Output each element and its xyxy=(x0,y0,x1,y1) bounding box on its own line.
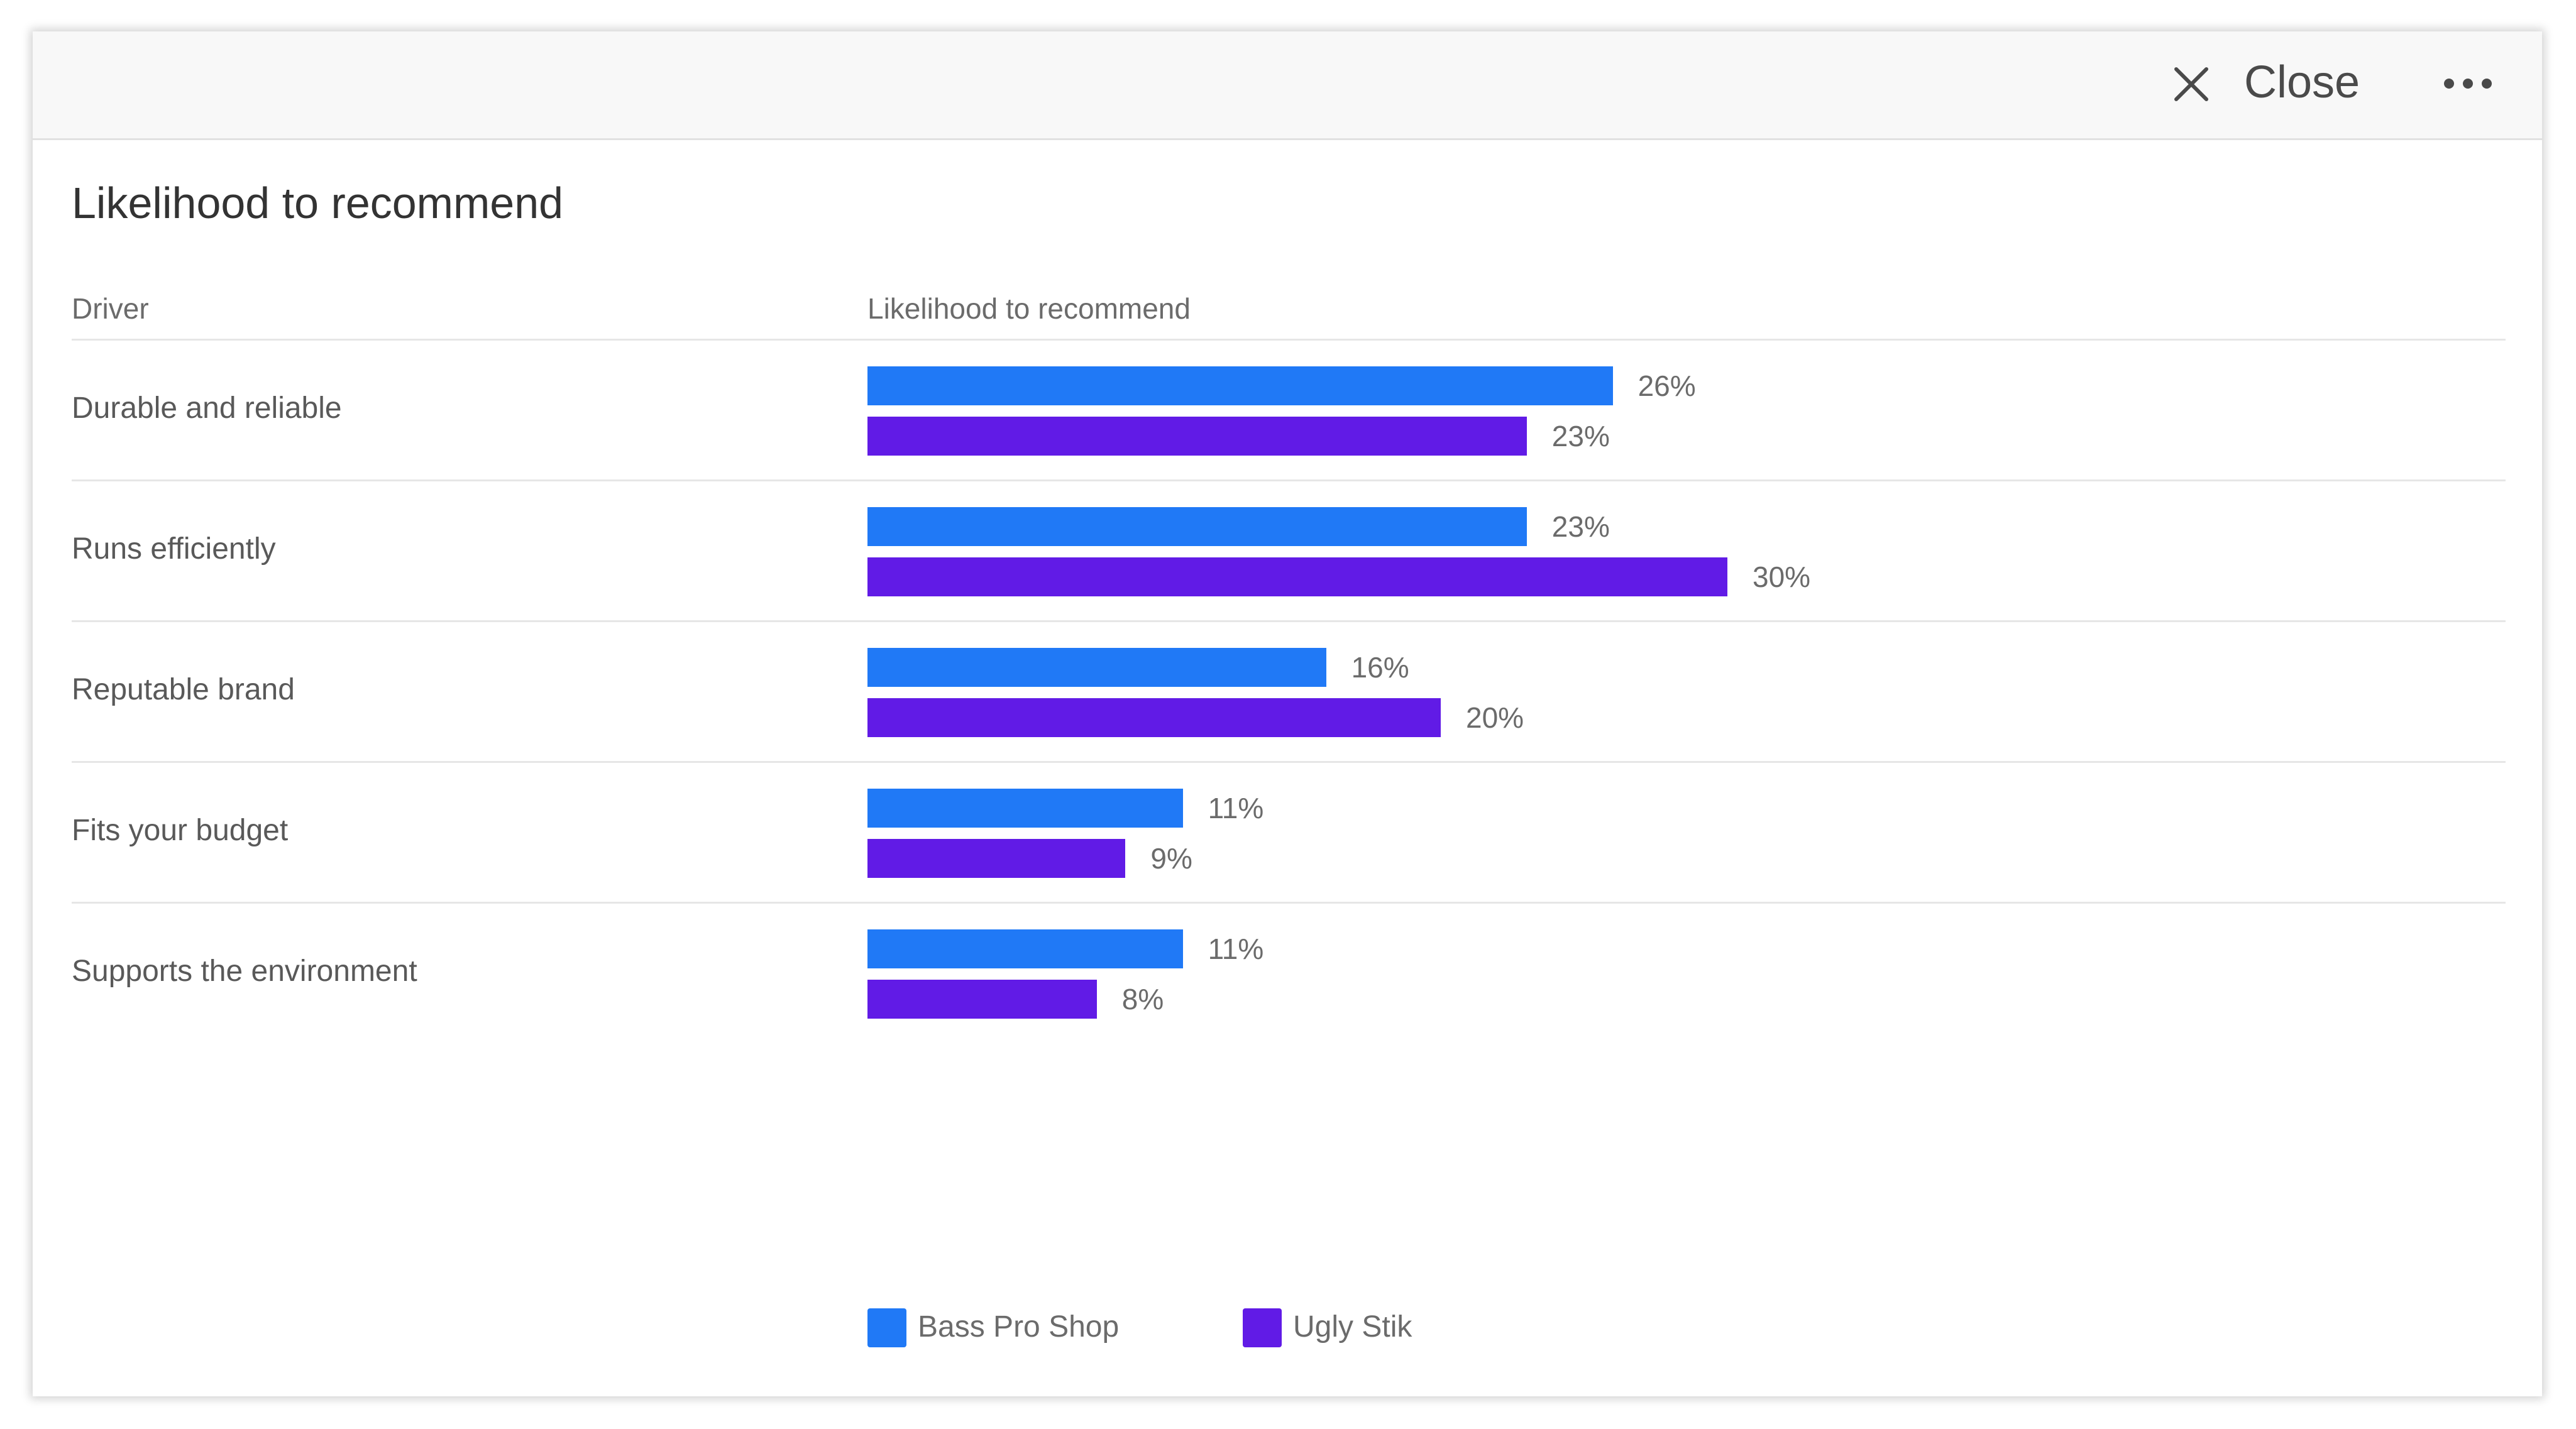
data-label-bass-pro-shop-durable-and-reliable: 26% xyxy=(1638,370,1696,402)
legend-label-ugly-stik: Ugly Stik xyxy=(1293,1310,1412,1344)
data-label-ugly-stik-supports-the-environment: 8% xyxy=(1121,983,1164,1016)
bar-ugly-stik-fits-your-budget[interactable] xyxy=(867,839,1126,878)
data-label-ugly-stik-durable-and-reliable: 23% xyxy=(1551,420,1610,452)
row-divider xyxy=(72,761,2506,763)
bar-ugly-stik-reputable-brand[interactable] xyxy=(867,698,1441,737)
row-divider xyxy=(72,620,2506,622)
legend-label-bass-pro-shop: Bass Pro Shop xyxy=(918,1310,1120,1344)
row-divider xyxy=(72,902,2506,904)
row-divider xyxy=(72,479,2506,481)
dialog-card: Close Likelihood to recommend Driver Lik… xyxy=(33,31,2542,1396)
header-divider xyxy=(72,339,2506,341)
column-header-metric: Likelihood to recommend xyxy=(867,292,1191,325)
dialog-header: Close xyxy=(33,31,2542,140)
column-header-driver: Driver xyxy=(72,292,149,325)
row-label-fits-your-budget: Fits your budget xyxy=(72,814,289,847)
data-label-ugly-stik-runs-efficiently: 30% xyxy=(1753,561,1811,593)
data-label-ugly-stik-reputable-brand: 20% xyxy=(1466,701,1524,734)
more-horizontal-icon[interactable] xyxy=(2441,74,2494,93)
bar-bass-pro-shop-runs-efficiently[interactable] xyxy=(867,507,1527,546)
bar-bass-pro-shop-reputable-brand[interactable] xyxy=(867,648,1326,687)
data-label-bass-pro-shop-runs-efficiently: 23% xyxy=(1551,510,1610,543)
data-label-ugly-stik-fits-your-budget: 9% xyxy=(1150,842,1192,875)
data-label-bass-pro-shop-reputable-brand: 16% xyxy=(1351,651,1409,684)
bar-ugly-stik-durable-and-reliable[interactable] xyxy=(867,417,1527,456)
bar-bass-pro-shop-supports-the-environment[interactable] xyxy=(867,929,1183,968)
close-icon[interactable] xyxy=(2172,65,2210,103)
row-label-reputable-brand: Reputable brand xyxy=(72,673,295,706)
bar-bass-pro-shop-fits-your-budget[interactable] xyxy=(867,789,1183,828)
bar-ugly-stik-supports-the-environment[interactable] xyxy=(867,980,1097,1019)
bar-ugly-stik-runs-efficiently[interactable] xyxy=(867,557,1727,596)
data-label-bass-pro-shop-fits-your-budget: 11% xyxy=(1208,792,1264,824)
close-button[interactable]: Close xyxy=(2244,57,2360,107)
data-label-bass-pro-shop-supports-the-environment: 11% xyxy=(1208,933,1264,965)
legend-swatch-bass-pro-shop xyxy=(867,1308,906,1347)
page-title: Likelihood to recommend xyxy=(72,178,564,227)
row-label-runs-efficiently: Runs efficiently xyxy=(72,532,276,566)
bar-bass-pro-shop-durable-and-reliable[interactable] xyxy=(867,366,1613,405)
legend-swatch-ugly-stik xyxy=(1243,1308,1282,1347)
row-label-durable-and-reliable: Durable and reliable xyxy=(72,391,342,425)
row-label-supports-the-environment: Supports the environment xyxy=(72,955,417,988)
